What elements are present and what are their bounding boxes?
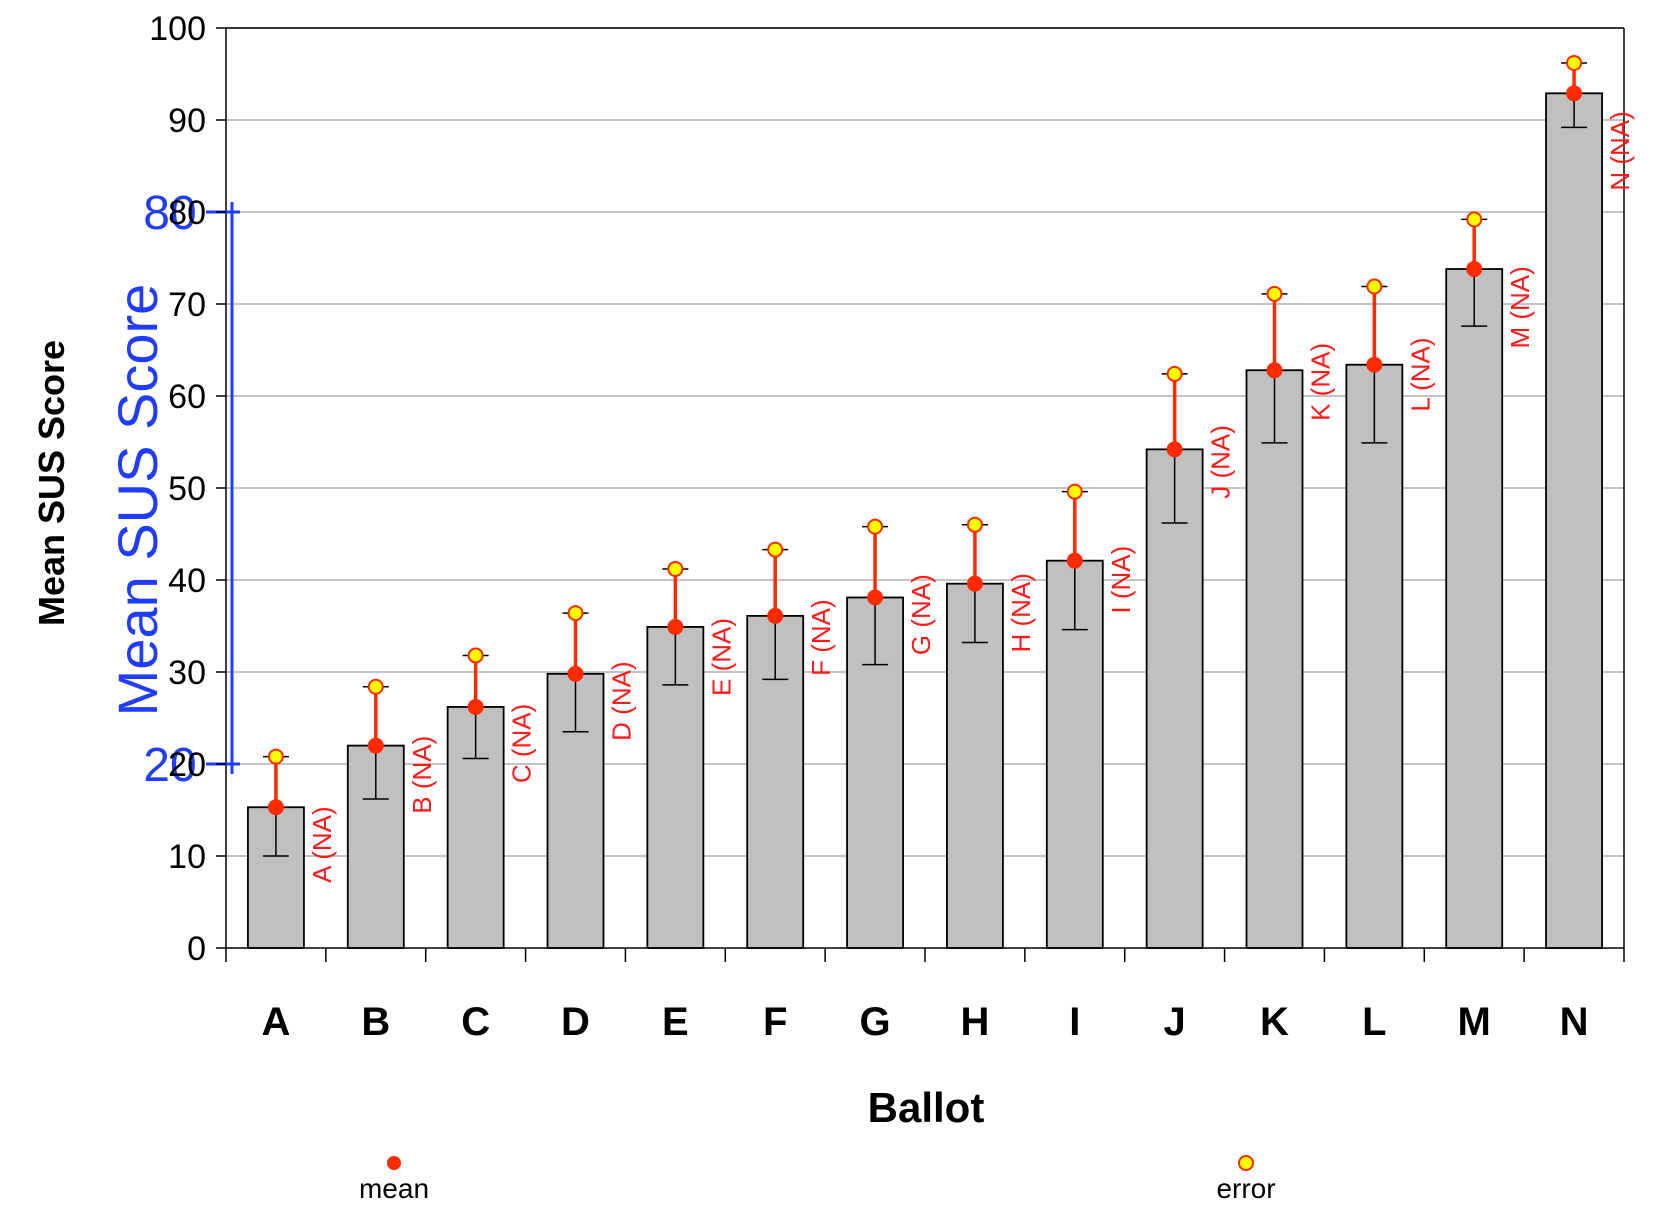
x-tick-label: B	[361, 1000, 390, 1044]
error-point	[767, 541, 784, 558]
point-label: D (NA)	[607, 661, 637, 740]
error-point	[1466, 211, 1483, 228]
legend: mean error	[359, 1155, 1276, 1204]
error-point	[567, 605, 584, 622]
overlay-tick-label-20: 20	[143, 739, 196, 792]
mean-point	[367, 737, 384, 754]
mean-point	[1566, 85, 1583, 102]
error-point	[966, 516, 983, 533]
x-tick-label: E	[662, 1000, 689, 1044]
axes: 0 10 20 30 40 50 60 70 80 90 100 A B C D E F G H I J K L M N	[149, 10, 1625, 1044]
bar-k	[1245, 369, 1304, 949]
mean-point	[1366, 356, 1383, 373]
mean-point	[467, 698, 484, 715]
x-tick-label: J	[1164, 1000, 1186, 1044]
mean-point	[867, 589, 884, 606]
point-label: H (NA)	[1006, 573, 1036, 652]
x-tick-label: A	[261, 1000, 290, 1044]
error-bars	[262, 54, 1588, 857]
error-point	[1166, 365, 1183, 382]
point-labels: A (NA) B (NA) C (NA) D (NA) E (NA) F (NA) G (N…	[307, 111, 1635, 883]
point-label: F (NA)	[806, 599, 836, 676]
mean-point	[1466, 261, 1483, 278]
x-tick-label: M	[1458, 1000, 1491, 1044]
point-label: E (NA)	[706, 618, 736, 696]
legend-error-label: error	[1216, 1173, 1275, 1204]
y-tick-label: 70	[168, 286, 206, 324]
y-tick-label: 20	[168, 746, 206, 784]
error-point	[367, 678, 384, 695]
point-label: L (NA)	[1405, 337, 1435, 411]
x-tick-label: G	[860, 1000, 891, 1044]
point-label: G (NA)	[906, 574, 936, 655]
mean-point	[267, 799, 284, 816]
x-axis-title: Ballot	[868, 1084, 985, 1131]
error-point	[867, 518, 884, 535]
y-tick-label: 90	[168, 102, 206, 140]
point-label: J (NA)	[1206, 425, 1236, 499]
error-point	[1566, 54, 1583, 71]
y-tick-label: 60	[168, 378, 206, 416]
mean-point	[1066, 552, 1083, 569]
x-tick-label: D	[561, 1000, 590, 1044]
legend-error-marker	[1238, 1155, 1254, 1171]
x-tick-label: I	[1069, 1000, 1080, 1044]
bar-m	[1445, 268, 1504, 949]
mean-point	[667, 618, 684, 635]
point-label: C (NA)	[507, 704, 537, 783]
point-label: I (NA)	[1106, 546, 1136, 614]
y-tick-label: 80	[168, 194, 206, 232]
bar-l	[1345, 363, 1404, 949]
x-tick-label: N	[1560, 1000, 1589, 1044]
y-tick-label: 100	[149, 10, 206, 48]
overlay-tick-label-80: 80	[143, 187, 196, 240]
error-point	[267, 748, 284, 765]
overlay-annotation: 80 20 Mean SUS Score	[106, 187, 240, 792]
legend-mean-marker	[387, 1156, 401, 1170]
x-tick-label: F	[763, 1000, 787, 1044]
y-tick-label: 10	[168, 838, 206, 876]
bar-j	[1145, 448, 1204, 949]
error-point	[467, 647, 484, 664]
y-tick-label: 30	[168, 654, 206, 692]
overlay-title: Mean SUS Score	[106, 284, 169, 717]
gridlines	[226, 27, 1624, 857]
error-point	[1366, 278, 1383, 295]
x-tick-label: C	[461, 1000, 490, 1044]
x-tick-label: K	[1260, 1000, 1289, 1044]
mean-point	[567, 665, 584, 682]
mean-point	[1166, 441, 1183, 458]
point-label: A (NA)	[307, 806, 337, 883]
y-tick-label: 0	[187, 930, 206, 968]
x-tick-label: L	[1362, 1000, 1386, 1044]
point-label: M (NA)	[1505, 266, 1535, 348]
mean-point	[1266, 362, 1283, 379]
bar-n	[1545, 92, 1603, 949]
y-tick-label: 50	[168, 470, 206, 508]
legend-mean-label: mean	[359, 1173, 429, 1204]
error-point	[1066, 483, 1083, 500]
error-point	[1266, 285, 1283, 302]
mean-point	[966, 575, 983, 592]
mean-point	[767, 607, 784, 624]
point-label: N (NA)	[1605, 111, 1635, 190]
error-point	[667, 560, 684, 577]
point-label: B (NA)	[407, 736, 437, 814]
point-label: K (NA)	[1306, 343, 1336, 421]
bars	[247, 92, 1603, 949]
x-tick-label: H	[960, 1000, 989, 1044]
y-tick-label: 40	[168, 562, 206, 600]
y-axis-title: Mean SUS Score	[31, 340, 72, 626]
